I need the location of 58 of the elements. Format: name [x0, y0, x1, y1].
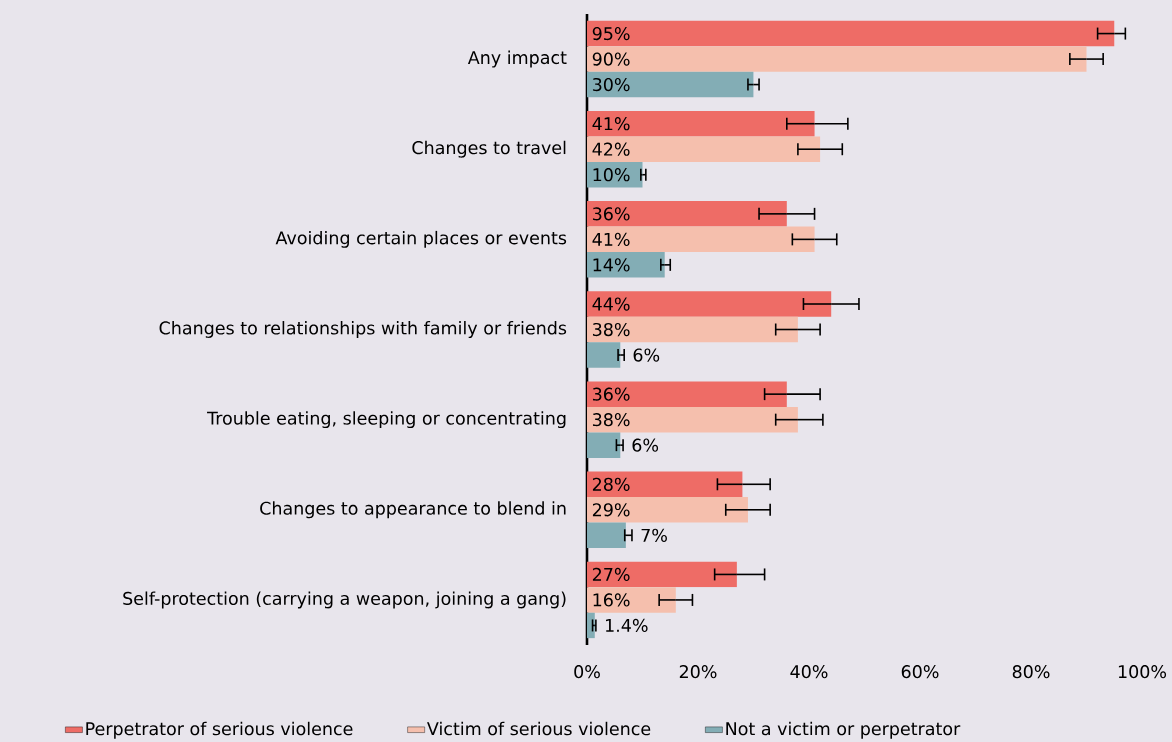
y-tick-label: Changes to relationships with family or friends: [159, 321, 567, 338]
legend-label: Victim of serious violence: [427, 721, 651, 736]
x-tick-label: 0%: [574, 665, 600, 679]
y-tick-label: Changes to travel: [412, 140, 566, 158]
bar: [587, 20, 1115, 47]
bar: [587, 136, 821, 162]
y-tick-label: Avoiding certain places or events: [275, 230, 567, 248]
x-tick-label: 40%: [790, 665, 828, 679]
bar: [587, 110, 815, 137]
legend-label: Not a victim or perpetrator: [726, 721, 961, 739]
data-label: 6%: [633, 348, 660, 362]
bar: [587, 406, 798, 433]
bar: [587, 71, 754, 98]
data-label: 28%: [592, 477, 630, 491]
bar: [587, 522, 626, 549]
bar: [587, 252, 665, 278]
bar: [587, 316, 798, 343]
bar: [587, 161, 643, 188]
data-label: 42%: [592, 142, 630, 156]
data-label: 16%: [593, 593, 630, 607]
bar: [587, 561, 737, 588]
data-label: 44%: [592, 297, 630, 311]
legend-label: Perpetrator of serious violence: [86, 721, 353, 739]
bar: [587, 471, 743, 498]
bar: [587, 497, 748, 523]
data-label: 41%: [592, 117, 630, 131]
data-label: 95%: [592, 26, 630, 41]
bar: [587, 587, 676, 613]
data-label: 29%: [592, 503, 630, 517]
bar: [587, 46, 1087, 72]
x-tick-label: 100%: [1118, 665, 1167, 679]
data-label: 90%: [592, 52, 630, 66]
data-label: 6%: [632, 438, 659, 452]
data-label: 30%: [592, 77, 630, 92]
bar: [587, 342, 621, 368]
x-tick-label: 20%: [679, 665, 717, 679]
data-label: 41%: [592, 232, 630, 246]
data-label: 38%: [592, 413, 630, 427]
y-tick-label: Changes to appearance to blend in: [260, 501, 566, 519]
bar: [587, 432, 621, 458]
data-label: 27%: [592, 567, 630, 582]
data-label: 1.4%: [606, 618, 648, 633]
y-tick-label: Trouble eating, sleeping or concentrating: [207, 411, 566, 429]
data-label: 10%: [593, 168, 630, 182]
bar: [587, 612, 595, 639]
data-label: 36%: [592, 207, 630, 221]
data-label: 36%: [592, 387, 630, 401]
data-label: 7%: [641, 528, 667, 542]
bar: [587, 201, 787, 227]
y-tick-label: Any impact: [467, 50, 567, 68]
bar: [587, 226, 815, 253]
data-label: 14%: [593, 258, 630, 272]
x-tick-label: 80%: [1012, 665, 1050, 679]
bar: [587, 381, 787, 407]
data-label: 38%: [592, 322, 630, 337]
bar: [587, 291, 832, 317]
y-tick-label: Self-protection (carrying a weapon, joining a gang): [123, 591, 566, 609]
x-tick-label: 60%: [901, 665, 939, 679]
